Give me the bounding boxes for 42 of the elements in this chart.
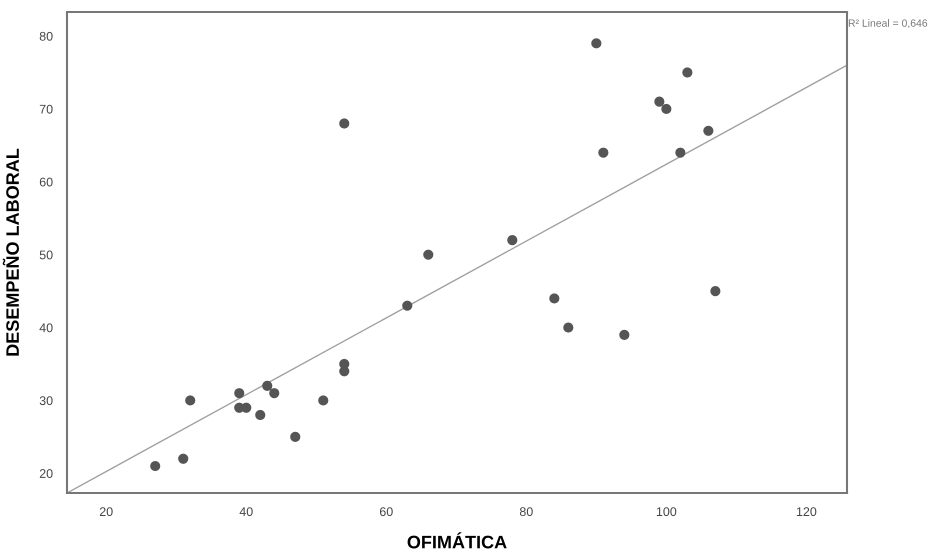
point [178, 454, 188, 464]
point [703, 126, 714, 136]
point [339, 366, 350, 376]
point [269, 388, 280, 398]
y-tick-label: 70 [40, 104, 53, 114]
point [654, 96, 664, 107]
y-tick-label: 20 [40, 469, 53, 478]
point [318, 395, 328, 406]
point [710, 286, 720, 296]
point [290, 432, 300, 442]
point [591, 38, 602, 48]
x-tick-label: 20 [100, 507, 113, 516]
y-tick-label: 30 [40, 396, 53, 406]
point [150, 460, 160, 472]
x-tick-label: 120 [796, 507, 816, 516]
point [598, 148, 608, 158]
point [255, 410, 266, 420]
point [549, 293, 560, 304]
x-axis-title: OFIMÁTICA [408, 532, 507, 548]
point [675, 148, 686, 158]
y-tick-label: 60 [40, 178, 53, 186]
point [619, 330, 630, 340]
x-tick-label: 60 [380, 507, 393, 516]
point [563, 322, 574, 333]
point [661, 104, 672, 114]
x-tick-label: 80 [520, 507, 533, 516]
point [507, 235, 518, 246]
y-tick-label: 40 [39, 323, 53, 332]
point [339, 118, 350, 129]
point [234, 388, 244, 398]
point [185, 395, 196, 406]
y-axis-title: DESEMPEÑO LABORAL [2, 148, 19, 356]
text: R² Lineal = 0,646 [848, 19, 928, 28]
point [241, 402, 252, 413]
y-tick-label: 50 [40, 250, 53, 260]
point [262, 380, 272, 391]
point [682, 67, 692, 78]
x-tick-label: 40 [240, 507, 253, 516]
point [423, 250, 434, 260]
point [402, 300, 412, 311]
x-tick-label: 100 [656, 507, 676, 516]
y-tick-label: 80 [40, 32, 53, 41]
